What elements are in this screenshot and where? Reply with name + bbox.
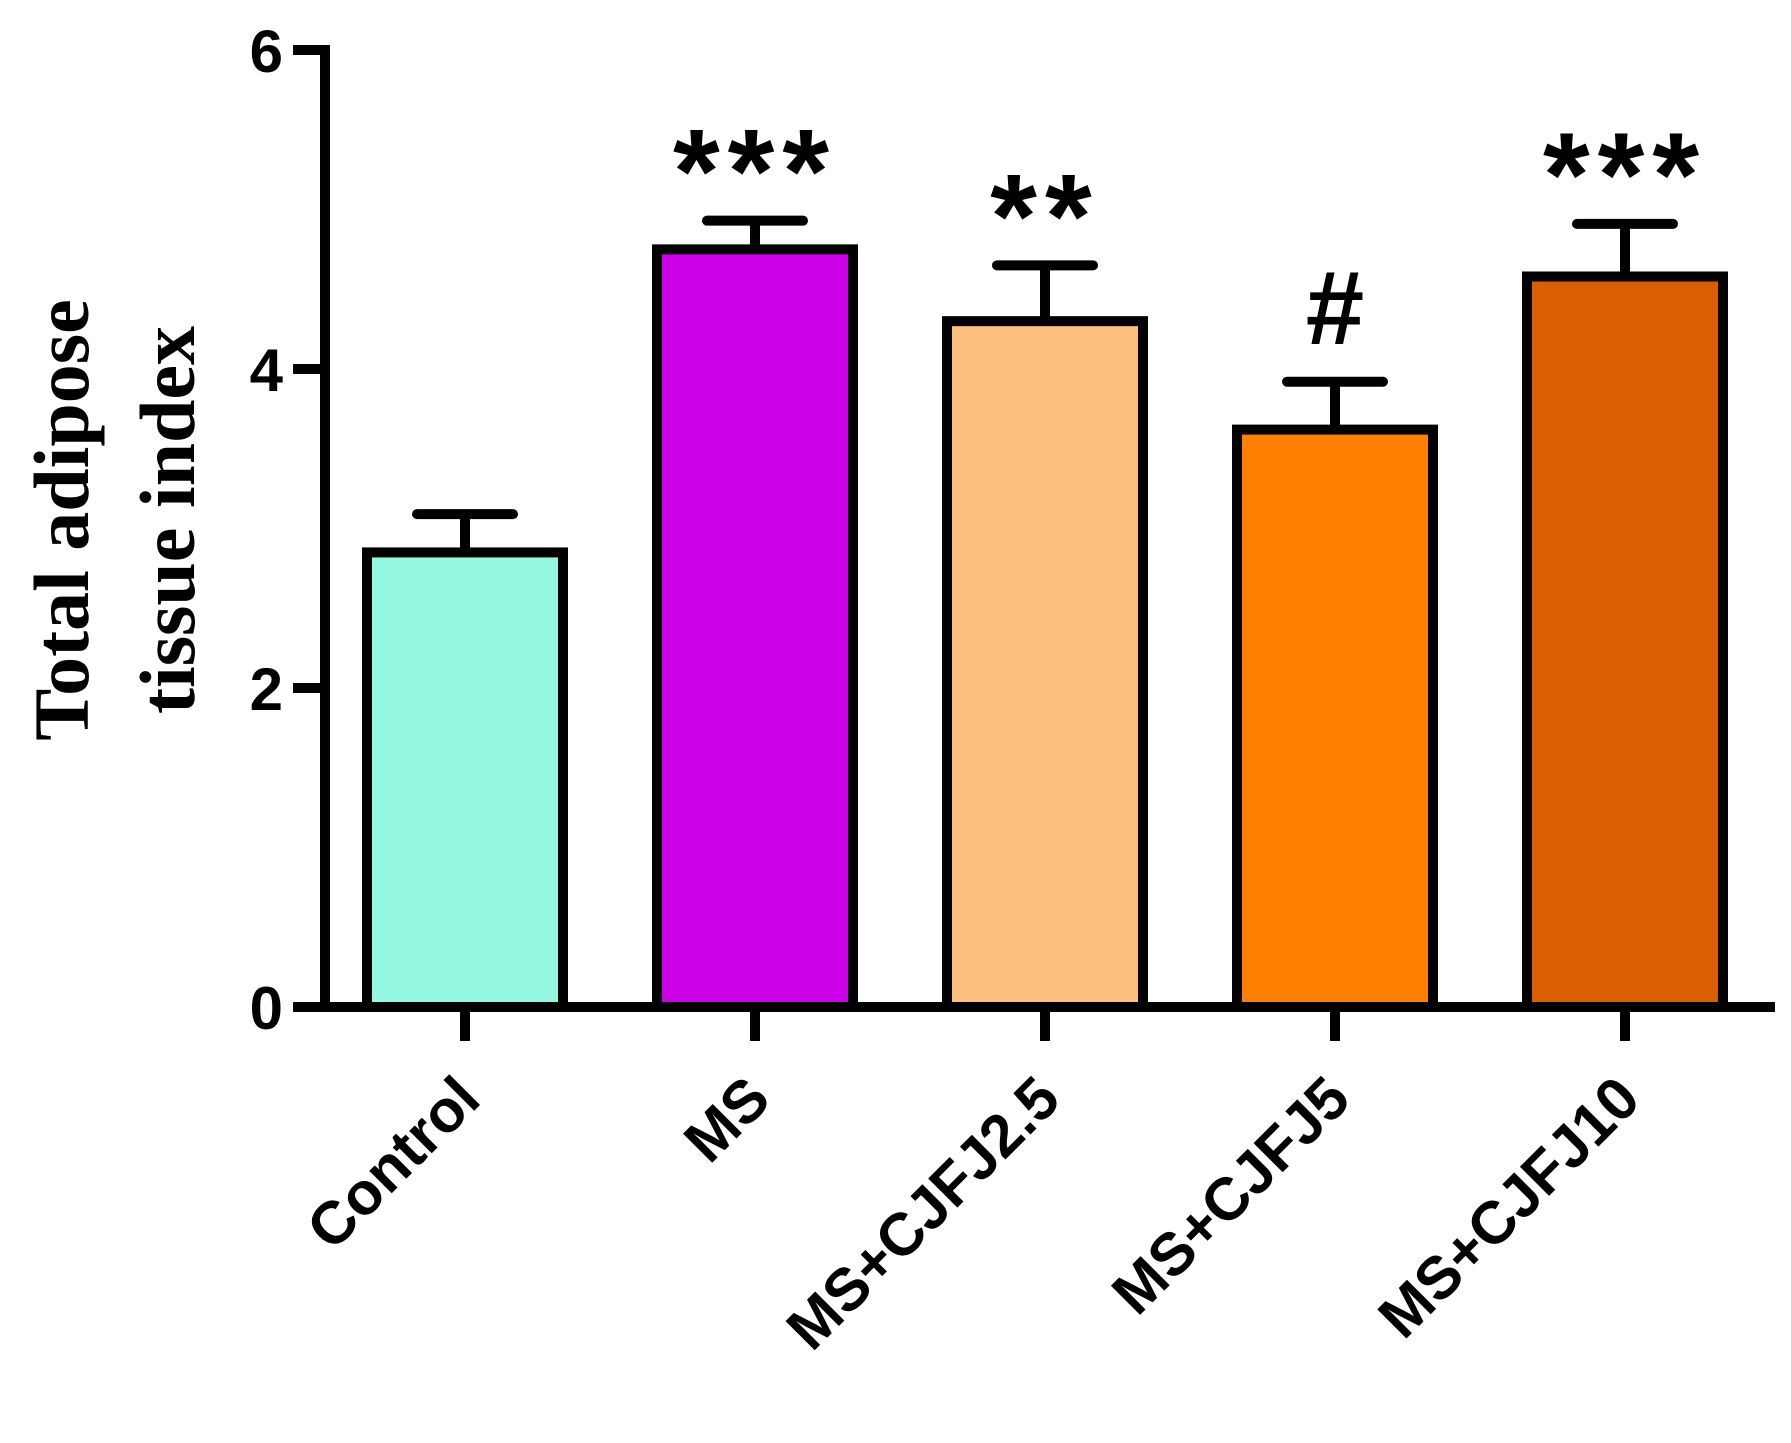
y-axis: 0 2 4 6 — [250, 18, 330, 1042]
bar — [1232, 424, 1438, 1012]
x-axis — [320, 1002, 1775, 1041]
significance-markers: *** **#*** — [673, 105, 1707, 367]
category-label: Control — [294, 1064, 492, 1262]
y-tick-label: 2 — [250, 656, 283, 723]
error-bars — [412, 215, 1678, 553]
y-tick-label: 6 — [250, 18, 283, 85]
bar — [1522, 271, 1728, 1012]
category-label: MS+CJFJ2.5 — [774, 1064, 1073, 1363]
error-bar — [1572, 218, 1678, 277]
error-bar — [412, 509, 518, 553]
bar — [652, 244, 858, 1012]
significance-marker: *** — [673, 105, 837, 239]
error-bar — [702, 215, 808, 250]
category-label: MS+CJFJ10 — [1365, 1064, 1652, 1351]
significance-marker: *** — [1543, 108, 1707, 242]
y-axis-title-line-1: Total adipose — [18, 299, 105, 740]
error-bar — [992, 260, 1098, 322]
bars — [362, 244, 1728, 1012]
bar — [942, 316, 1148, 1012]
y-tick-label: 4 — [250, 337, 284, 404]
bar — [362, 547, 568, 1012]
significance-marker: # — [1306, 250, 1364, 367]
error-bar — [1282, 376, 1388, 430]
y-axis-title: Total adipose tissue index — [18, 299, 211, 740]
y-axis-title-line-2: tissue index — [124, 326, 211, 714]
category-label: MS — [671, 1064, 782, 1175]
y-tick-label: 0 — [250, 975, 283, 1042]
significance-marker: ** — [990, 149, 1099, 283]
category-label: MS+CJFJ5 — [1099, 1064, 1362, 1327]
